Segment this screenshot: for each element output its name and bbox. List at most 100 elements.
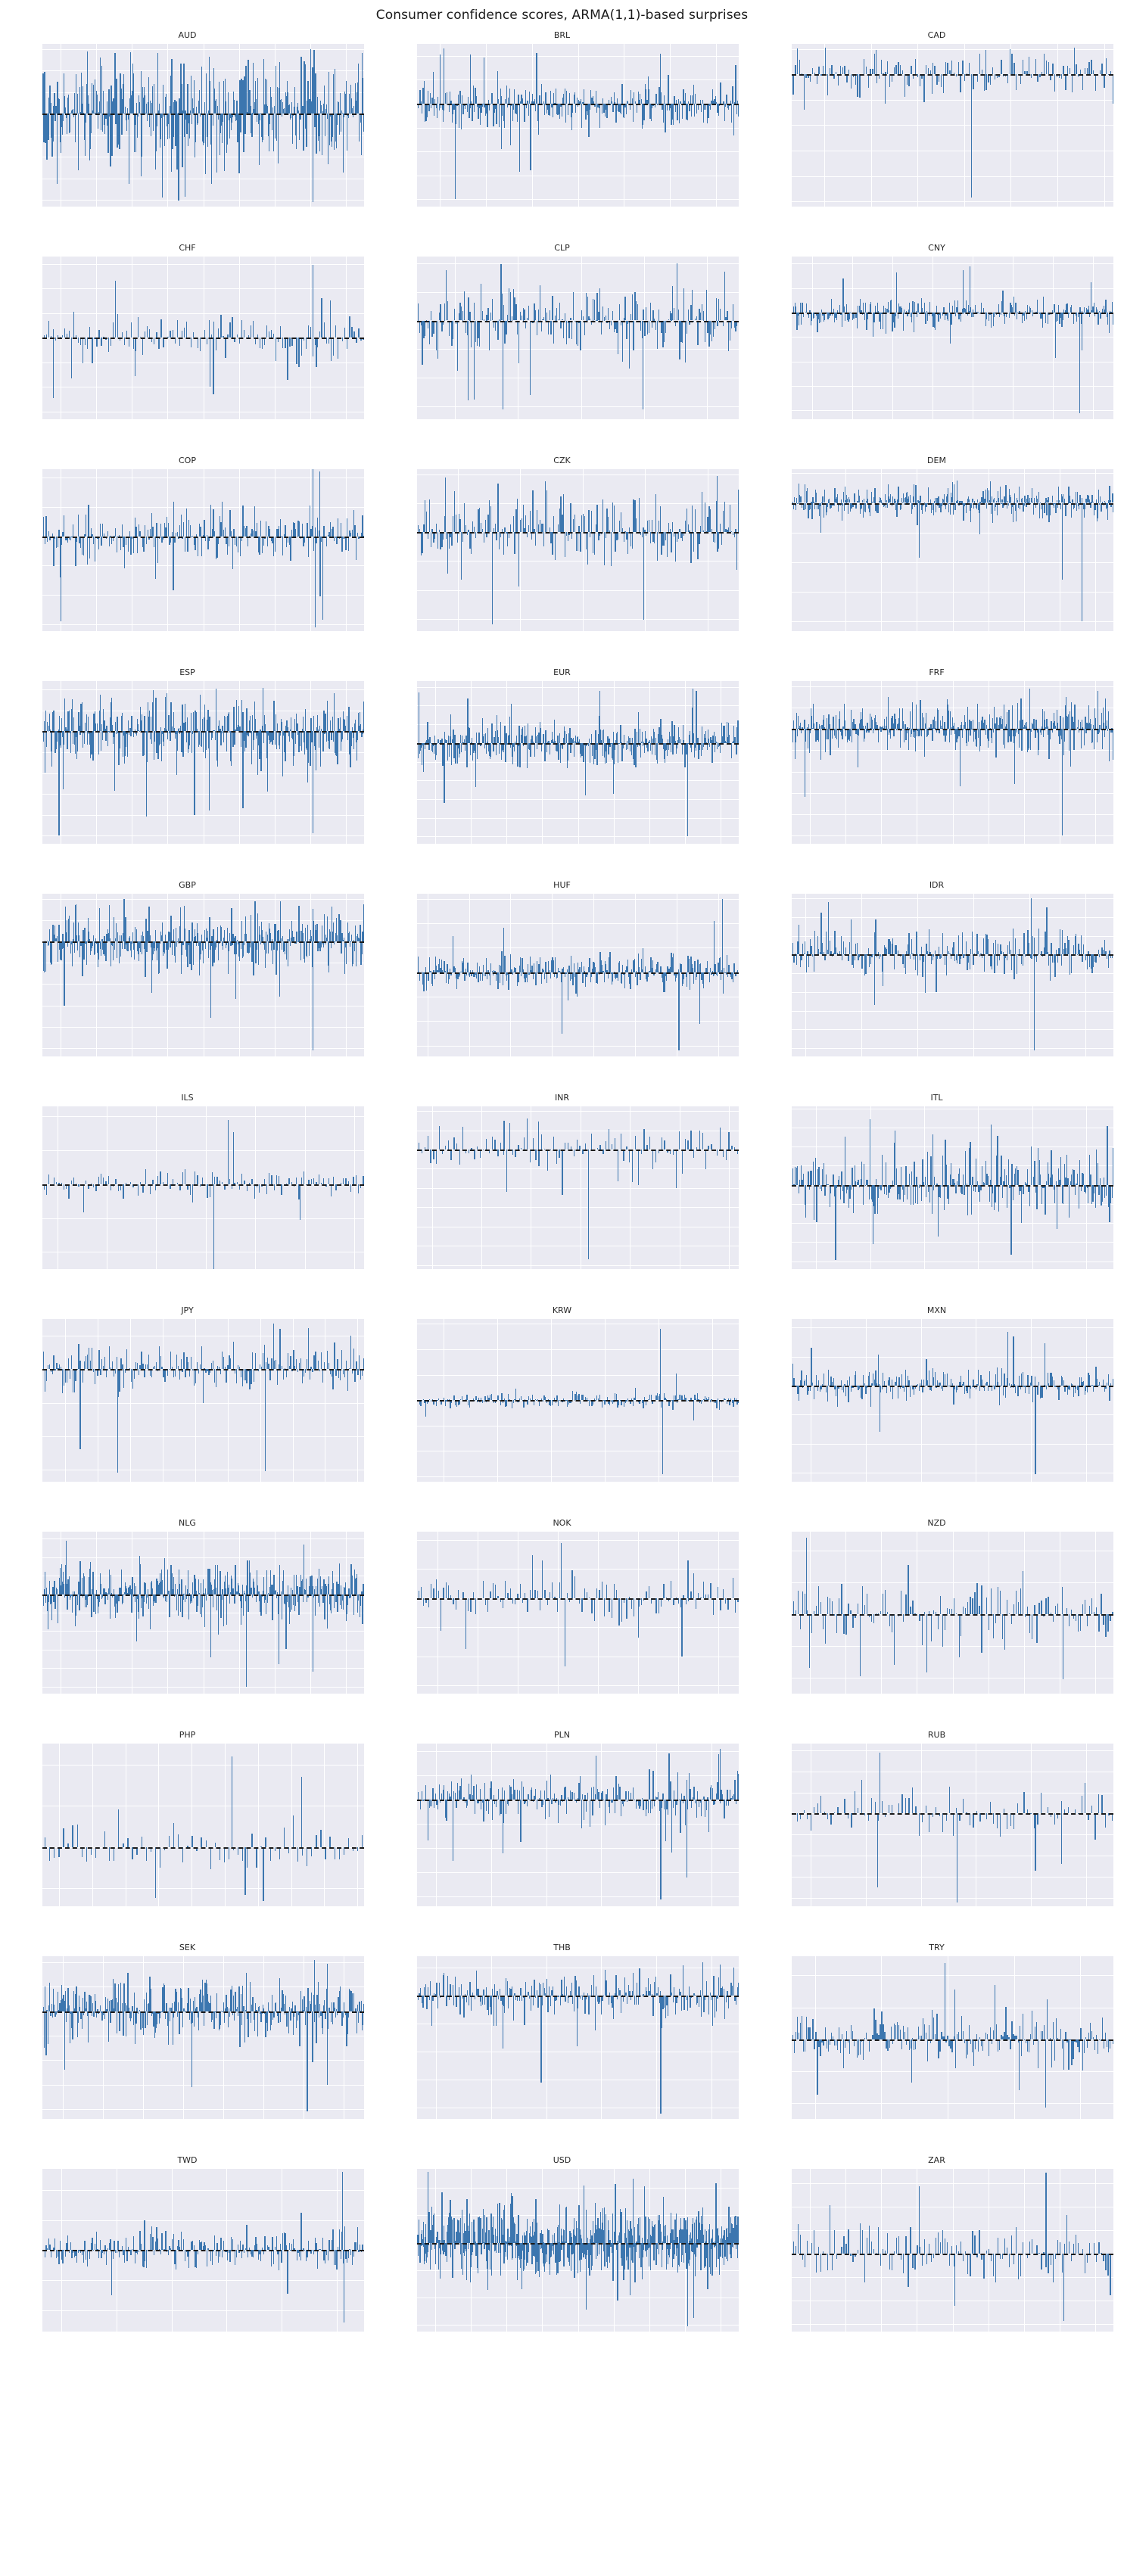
bar: [547, 320, 550, 335]
bar: [1041, 72, 1043, 75]
bar: [1001, 499, 1003, 503]
bar: [1021, 498, 1023, 503]
bar: [43, 335, 45, 338]
bar: [188, 929, 190, 942]
bar: [799, 303, 801, 313]
bar: [262, 114, 263, 142]
plot-area: −2.5−2.0−1.5−1.0−0.50.00.51.019921996200…: [42, 894, 364, 1056]
bar: [986, 487, 988, 503]
bar: [300, 731, 302, 751]
bar: [476, 732, 478, 743]
bar: [923, 717, 924, 730]
bar: [920, 502, 922, 511]
bar: [465, 320, 466, 333]
bar: [553, 92, 555, 104]
bar: [996, 74, 998, 78]
bar: [56, 731, 58, 742]
bar: [640, 742, 642, 758]
bar: [244, 114, 246, 134]
bar: [232, 731, 234, 748]
bar: [257, 536, 259, 553]
bar: [717, 320, 718, 327]
bar: [207, 930, 209, 942]
bar: [247, 112, 248, 114]
bar: [1099, 70, 1101, 75]
bar: [226, 114, 228, 145]
bar: [280, 99, 282, 114]
bar: [61, 717, 63, 732]
bar: [490, 313, 492, 321]
bar: [355, 536, 357, 561]
bar: [155, 114, 157, 151]
bar: [1012, 307, 1013, 313]
bar: [1073, 502, 1075, 509]
bar: [1076, 313, 1078, 322]
bar: [1080, 313, 1082, 325]
bar: [682, 320, 683, 343]
bar: [194, 80, 195, 114]
bar: [1066, 303, 1068, 313]
bar: [69, 114, 70, 133]
bar: [49, 85, 51, 114]
bar: [946, 493, 948, 503]
bar: [563, 320, 565, 338]
x-gridline: [892, 256, 893, 419]
bar: [494, 320, 496, 331]
bar: [551, 103, 553, 108]
bar: [1098, 311, 1101, 313]
bar: [503, 103, 506, 129]
bar: [192, 98, 194, 114]
bar: [901, 307, 903, 313]
bar: [322, 111, 324, 114]
bar: [803, 74, 805, 110]
bar-extreme: [584, 742, 587, 795]
bar: [329, 521, 332, 537]
bar: [276, 723, 278, 732]
bar: [554, 102, 556, 104]
bar: [619, 103, 621, 114]
bar: [170, 915, 172, 942]
bar: [123, 73, 125, 114]
bar: [674, 532, 677, 562]
bar: [846, 494, 848, 503]
zero-reference-line: [417, 320, 739, 322]
bar: [724, 103, 725, 122]
x-gridline: [707, 256, 708, 419]
bar: [222, 501, 223, 537]
x-gridline: [346, 468, 347, 632]
bar: [73, 717, 75, 732]
bar: [901, 70, 904, 75]
bar: [44, 72, 45, 114]
bar: [476, 320, 478, 346]
bar: [634, 291, 636, 321]
bar: [209, 320, 210, 338]
bar: [738, 490, 739, 533]
bar: [347, 536, 349, 551]
panel-cad: CAD−10−8−6−4−202201420162018202020222024…: [749, 26, 1124, 238]
bar: [301, 523, 303, 537]
bar: [933, 717, 935, 730]
bar: [540, 524, 542, 533]
bar: [514, 297, 515, 321]
bar: [481, 528, 484, 533]
bar: [1104, 698, 1107, 730]
bar: [259, 114, 260, 166]
bar: [797, 48, 799, 75]
bar: [224, 527, 226, 537]
bar: [728, 965, 730, 972]
panel-eur: EUR−2.5−2.0−1.5−1.0−0.50.00.51.01.519921…: [375, 663, 749, 876]
bar: [466, 320, 468, 335]
bar: [66, 114, 67, 118]
bar: [332, 527, 334, 537]
bar: [310, 529, 312, 537]
bar: [204, 930, 206, 942]
bar: [528, 525, 530, 533]
bar: [211, 936, 213, 942]
bar: [550, 91, 552, 104]
bar: [1108, 313, 1110, 333]
bar: [1032, 501, 1033, 503]
bar: [965, 502, 967, 514]
bar: [640, 532, 641, 536]
bar: [912, 502, 914, 510]
bar: [305, 114, 307, 129]
